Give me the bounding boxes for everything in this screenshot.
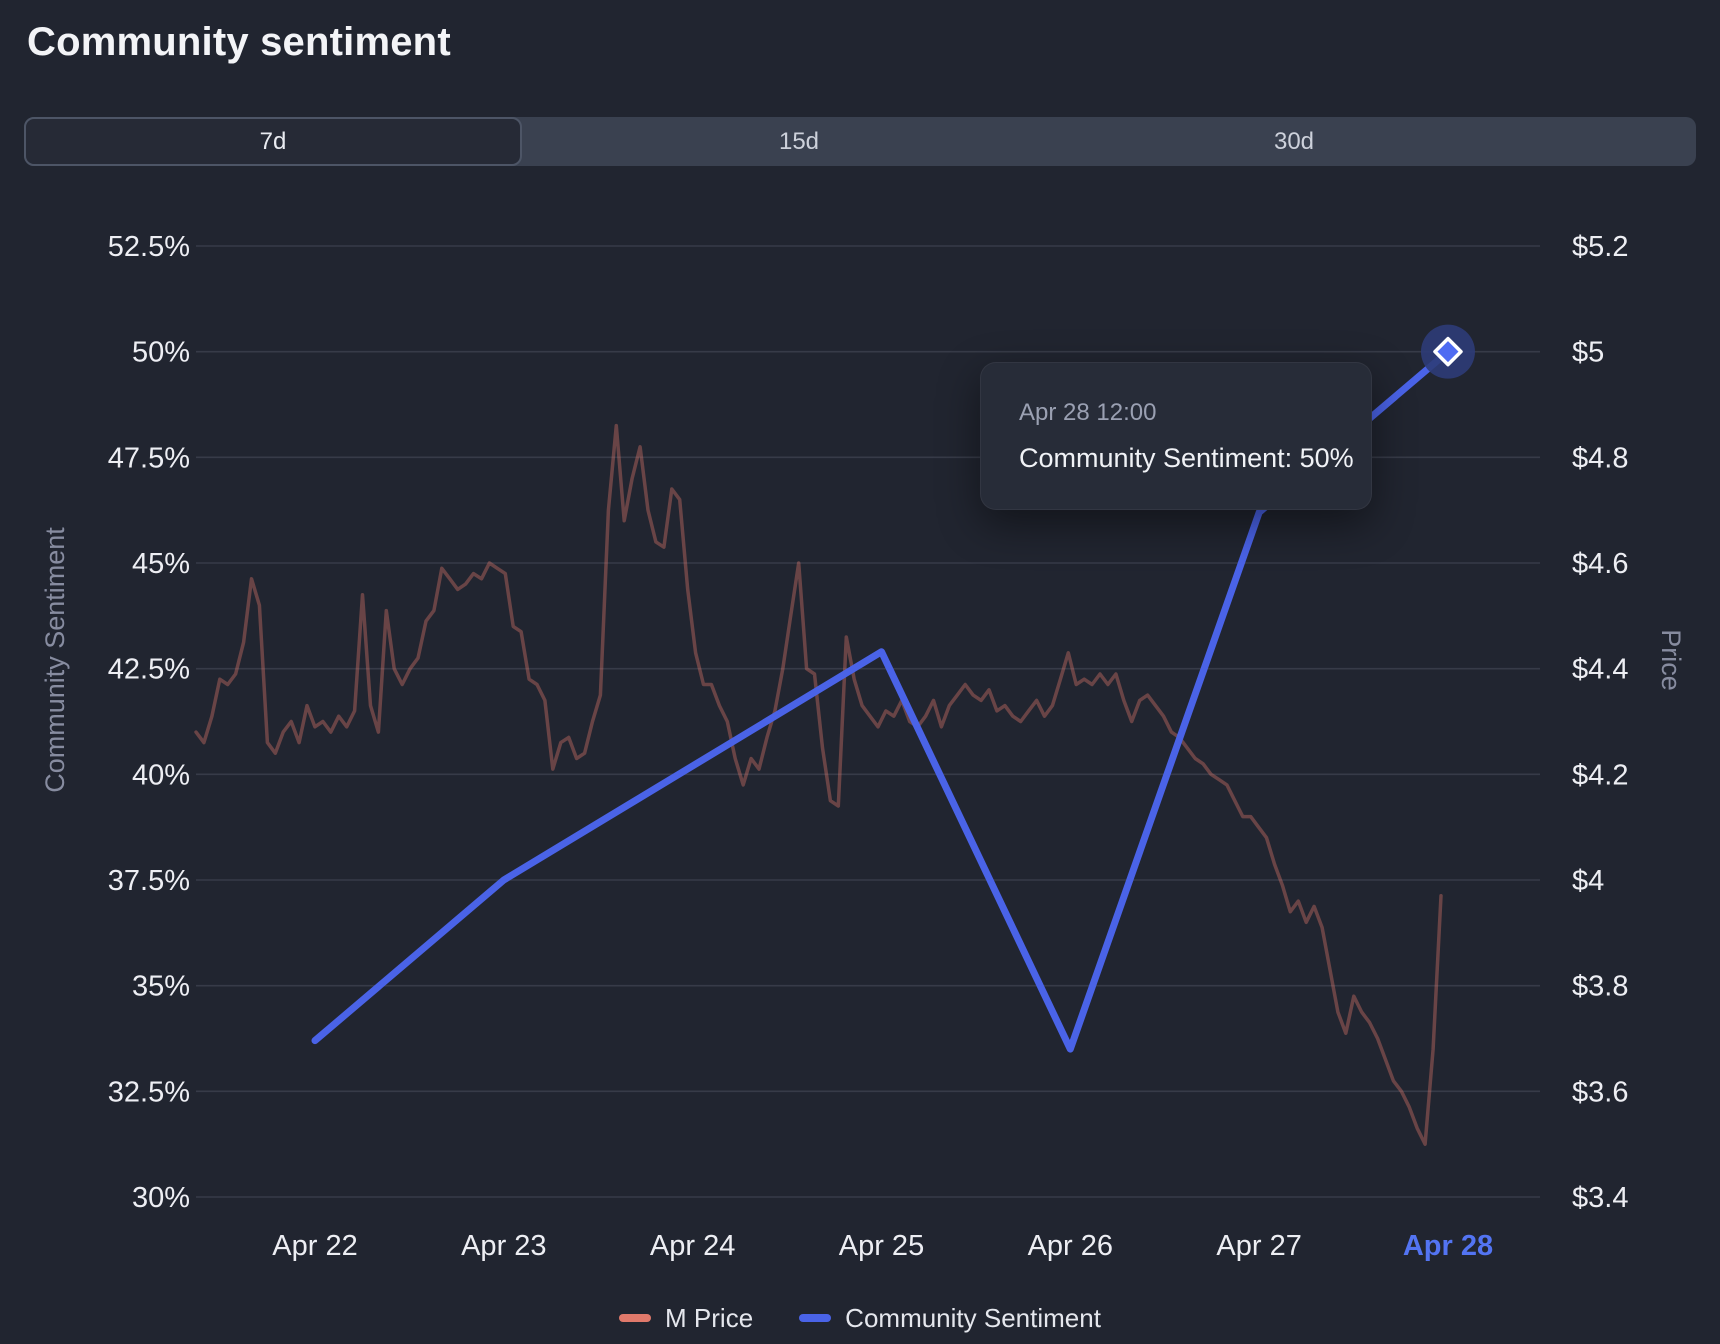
- y-axis-label-left: 45%: [132, 548, 190, 580]
- tooltip-timestamp: Apr 28 12:00: [1019, 398, 1157, 426]
- y-axis-label-left: 40%: [132, 759, 190, 791]
- y-axis-label-right: $3.4: [1572, 1182, 1628, 1214]
- legend-item-m-price[interactable]: M Price: [619, 1303, 753, 1334]
- tab-30d[interactable]: 30d: [1273, 127, 1315, 155]
- y-axis-label-left: 30%: [132, 1182, 190, 1214]
- y-axis-label-right: $4.2: [1572, 759, 1628, 791]
- x-axis-label[interactable]: Apr 23: [461, 1230, 546, 1262]
- y-axis-label-right: $5.2: [1572, 231, 1628, 263]
- y-axis-label-right: $4.6: [1572, 548, 1628, 580]
- y-axis-label-right: $4.8: [1572, 442, 1628, 474]
- x-axis-label[interactable]: Apr 24: [650, 1230, 735, 1262]
- active-point-marker[interactable]: [1433, 336, 1463, 367]
- chart-legend: M Price Community Sentiment: [0, 1296, 1720, 1340]
- y-axis-label-right: $3.8: [1572, 971, 1628, 1003]
- legend-item-community-sentiment[interactable]: Community Sentiment: [799, 1303, 1101, 1334]
- sentiment-line: [311, 348, 1452, 1053]
- tab-7d[interactable]: 7d: [24, 117, 522, 166]
- y-axis-label-right: $3.6: [1572, 1076, 1628, 1108]
- tab-15d[interactable]: 15d: [778, 127, 820, 155]
- left-axis-title: Community Sentiment: [40, 527, 70, 793]
- right-axis-title: Price: [1656, 629, 1686, 691]
- tooltip-value: Community Sentiment: 50%: [1019, 442, 1354, 473]
- y-axis-label-right: $5: [1572, 337, 1604, 369]
- legend-label: M Price: [665, 1302, 754, 1333]
- x-axis-label[interactable]: Apr 25: [839, 1230, 924, 1262]
- timeframe-tabs: 7d 15d 30d: [24, 117, 1696, 166]
- y-axis-label-left: 52.5%: [108, 231, 190, 263]
- y-axis-label-left: 50%: [132, 337, 190, 369]
- y-axis-label-right: $4: [1572, 865, 1604, 897]
- x-axis-label[interactable]: Apr 27: [1216, 1230, 1301, 1262]
- x-axis-label[interactable]: Apr 22: [272, 1230, 357, 1262]
- y-axis-label-right: $4.4: [1572, 654, 1628, 686]
- x-axis-label[interactable]: Apr 28: [1403, 1230, 1493, 1262]
- x-axis-label[interactable]: Apr 26: [1028, 1230, 1113, 1262]
- legend-label: Community Sentiment: [845, 1302, 1101, 1333]
- m-price-line-icon: [619, 1314, 652, 1322]
- y-axis-label-left: 32.5%: [108, 1076, 190, 1108]
- price-line: [194, 423, 1443, 1146]
- y-axis-label-left: 47.5%: [108, 442, 190, 474]
- y-axis-label-left: 37.5%: [108, 865, 190, 897]
- y-axis-label-left: 42.5%: [108, 654, 190, 686]
- y-axis-label-left: 35%: [132, 971, 190, 1003]
- sentiment-line-icon: [799, 1314, 832, 1322]
- chart-tooltip: Apr 28 12:00 Community Sentiment: 50%: [980, 362, 1372, 510]
- page-title: Community sentiment: [27, 20, 451, 64]
